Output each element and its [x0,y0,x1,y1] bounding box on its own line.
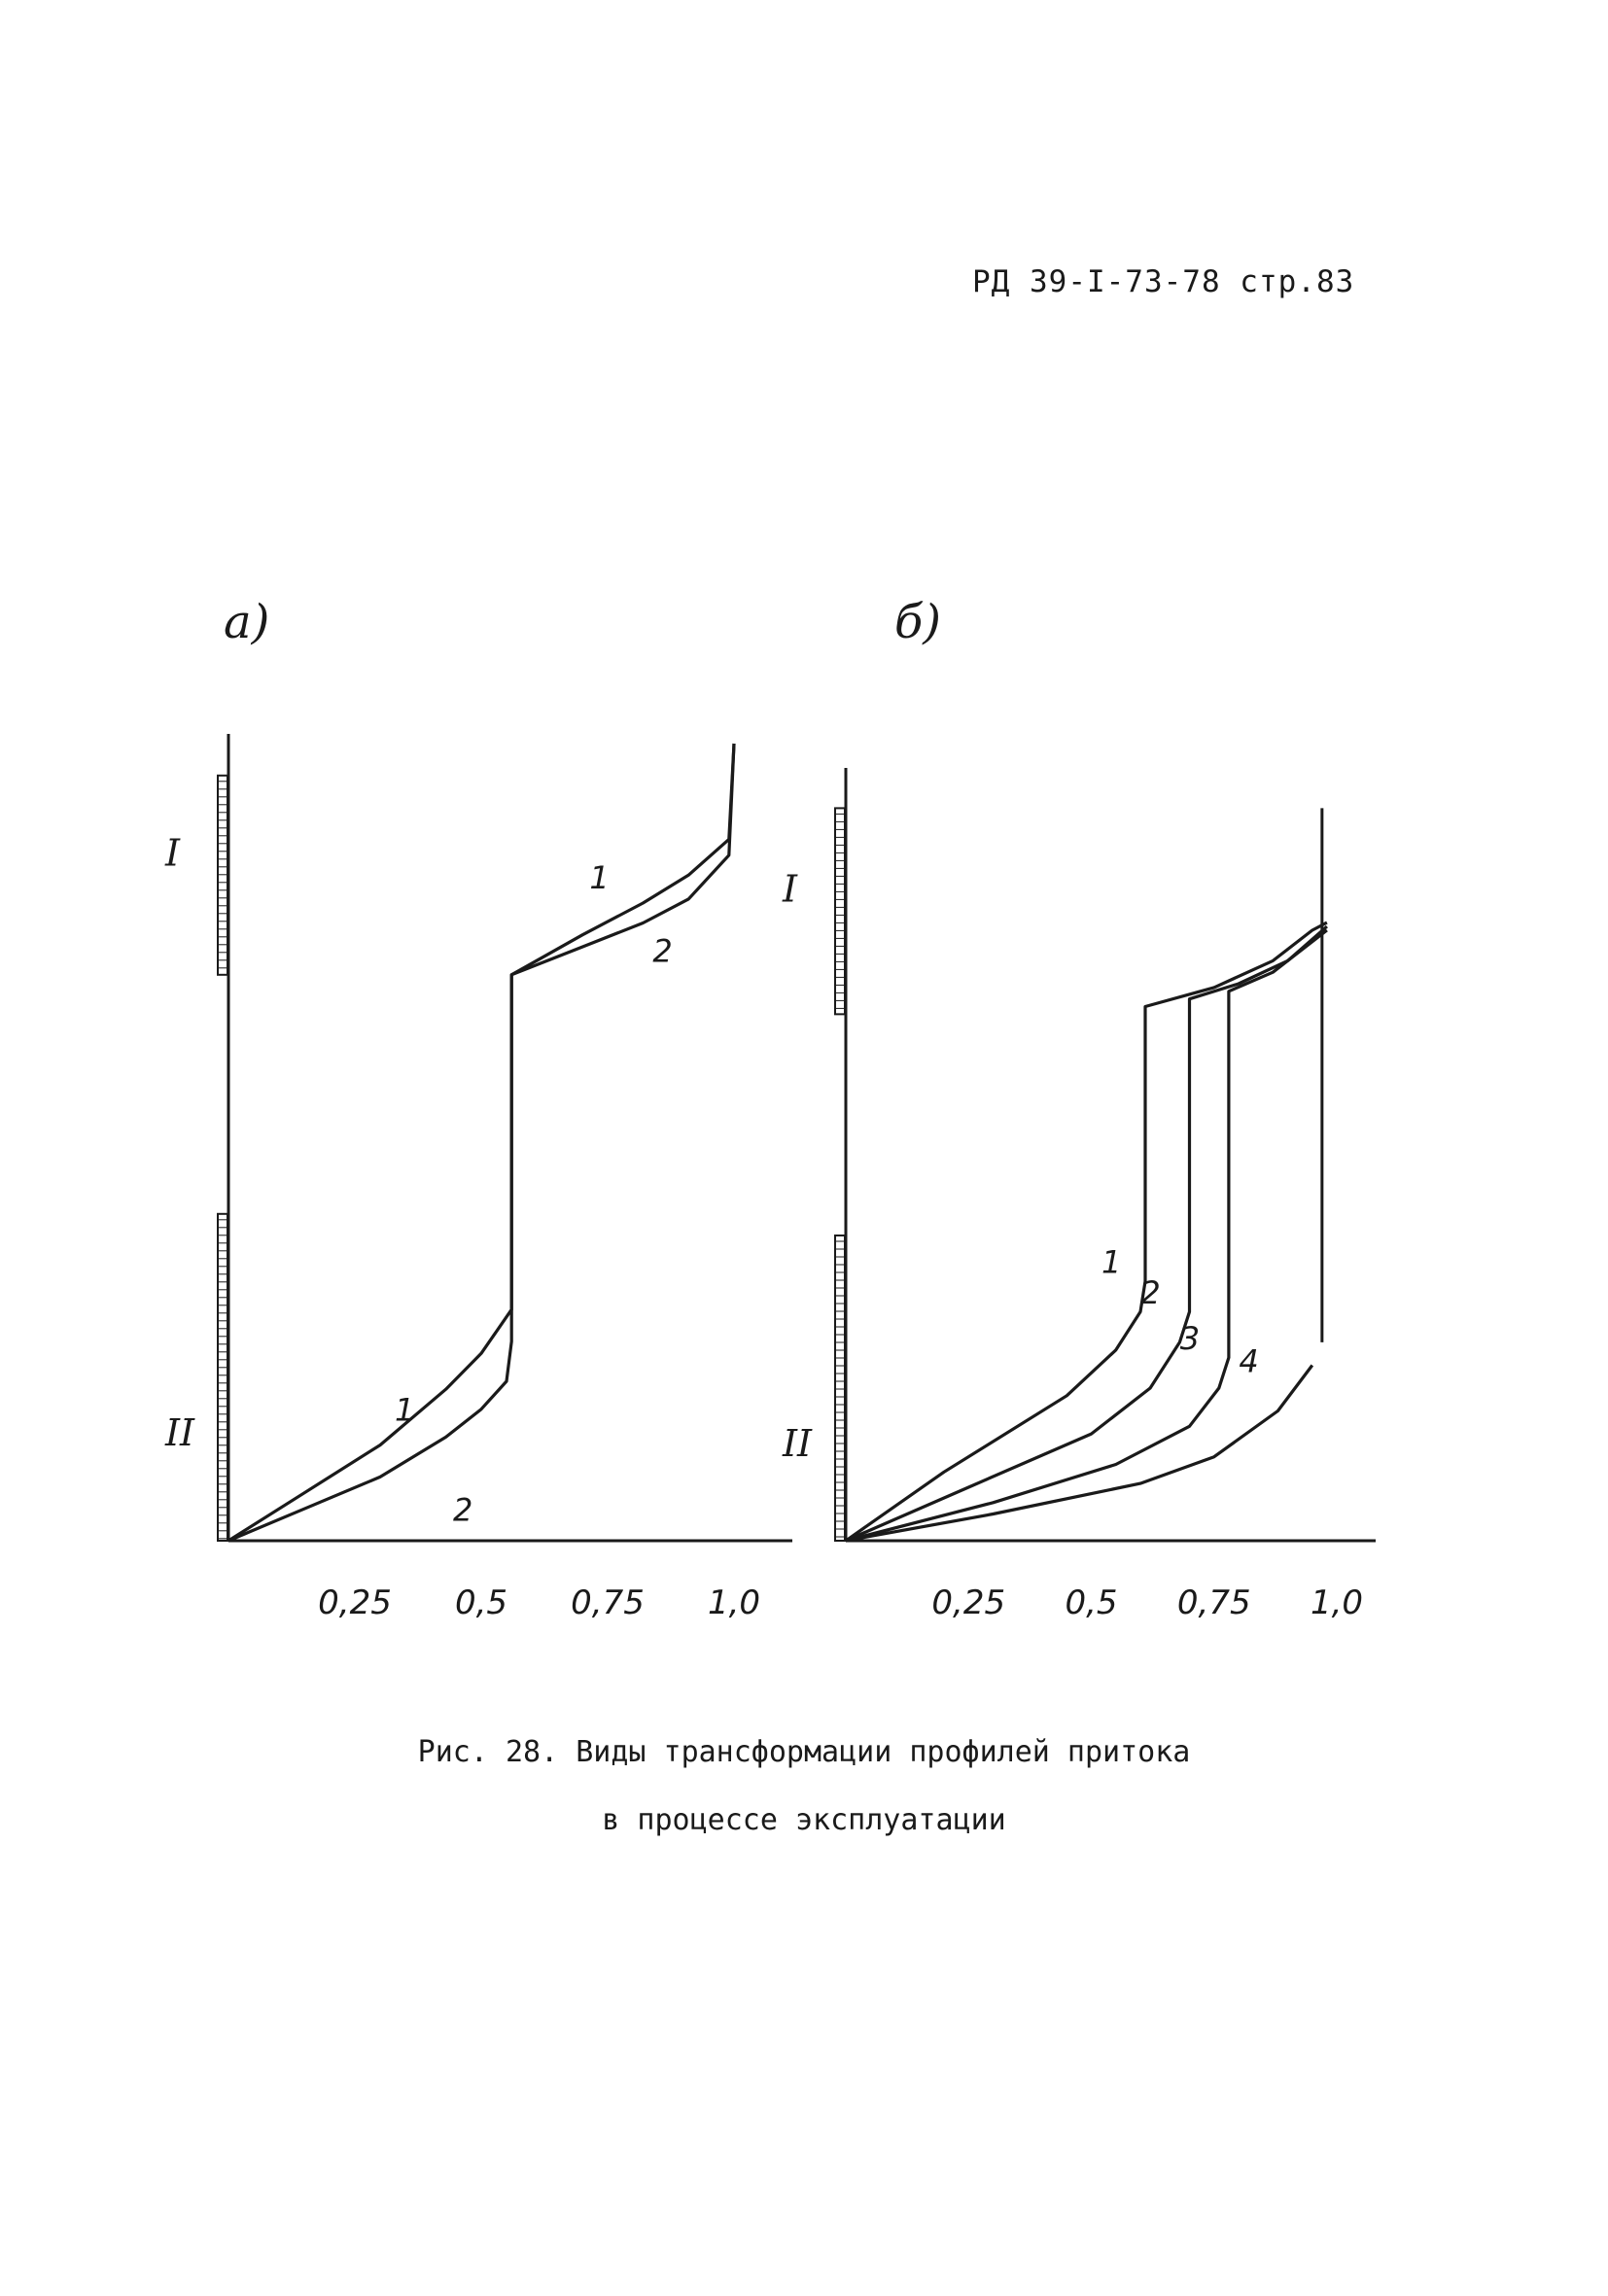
panel-b-series-1-label: 1 [1101,1244,1121,1281]
panel-b-series-1-line [845,921,1328,1543]
panel-a-zone-bar-II [217,1212,228,1543]
panel-a-x-tick-label: 0,5 [455,1583,507,1622]
panel-a-series-2-line [227,743,736,1543]
page-header: РД 39-I-73-78 стр.83 [972,264,1355,299]
panel-b-series-3-line [845,928,1328,1543]
panel-b-series-3-label: 3 [1180,1320,1200,1357]
panel-a-x-tick-label: 1,0 [708,1583,760,1622]
panel-a-x-tick-label: 0,25 [318,1583,392,1622]
panel-a-series-1-label: 1 [395,1392,414,1429]
panel-a-series-1-line [227,743,736,1543]
panel-b-series-4-line [845,1364,1314,1543]
panel-b-label: б) [894,595,942,649]
figure-caption-line1: Рис. 28. Виды трансформации профилей при… [417,1735,1191,1769]
panel-a-series-2-label: 2 [453,1491,472,1528]
panel-a-series-1-upper-label: 1 [589,859,609,896]
panel-a-x-tick-label: 0,75 [571,1583,645,1622]
panel-a-zone-label-II: II [164,1411,195,1454]
panel-a-zone-label-I: I [164,831,181,874]
panel-b-zone-label-II: II [782,1422,813,1465]
panel-b-x-tick-label: 0,5 [1065,1583,1117,1622]
panel-b-x-tick-label: 0,25 [931,1583,1005,1622]
panel-b-series-2-label: 2 [1140,1274,1160,1311]
panel-b-series-4-label: 4 [1239,1343,1258,1380]
panel-b-x-tick-label: 0,75 [1177,1583,1251,1622]
panel-b-x-tick-label: 1,0 [1311,1583,1363,1622]
panel-b-zone-bar-II [834,1235,846,1542]
panel-b-series-2-line [845,924,1328,1543]
panel-b-zone-bar-I [834,807,846,1016]
panel-b-zone-label-I: I [782,867,798,910]
panel-a-series-2-upper-label: 2 [652,933,672,970]
figure-caption-line2: в процессе эксплуатации [602,1803,1006,1837]
panel-a-label: а) [224,595,270,649]
